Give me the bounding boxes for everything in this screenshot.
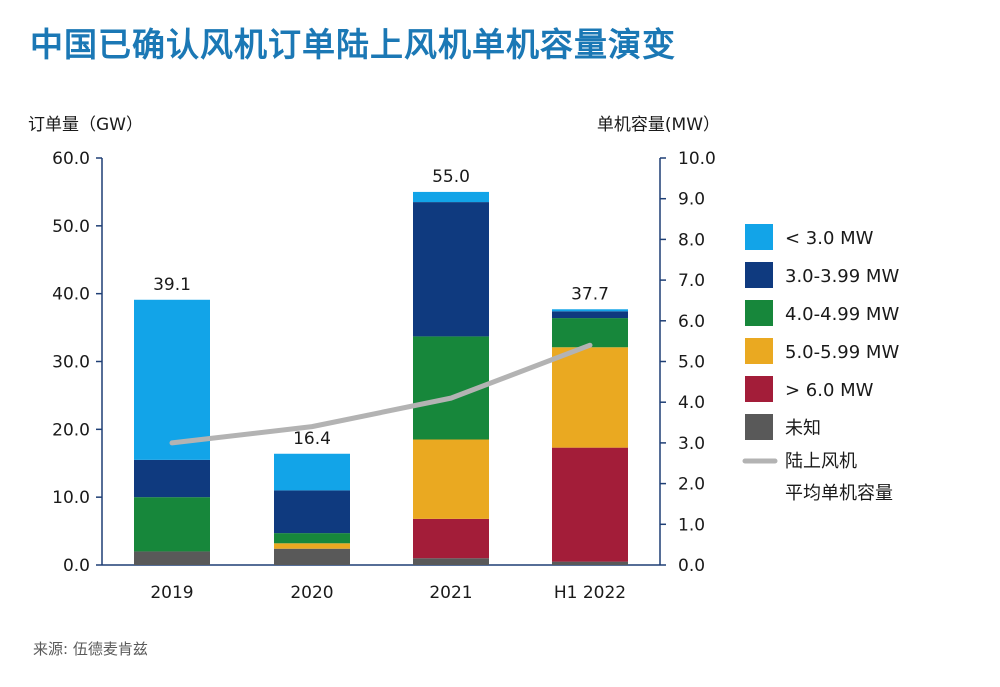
y-tick-label-right: 8.0 — [678, 230, 705, 250]
bar-segment — [274, 543, 350, 549]
axes: 订单量（GW） 单机容量(MW） 0.0 10.0 20.0 30.0 40.0 50.0 60… — [28, 115, 720, 603]
x-tick-label: H1 2022 — [554, 583, 626, 603]
bar-segment — [413, 191, 489, 203]
x-tick-label: 2021 — [429, 583, 472, 603]
legend-swatch — [745, 338, 773, 364]
legend-label: 5.0-5.99 MW — [785, 342, 899, 363]
bar-segment — [413, 439, 489, 519]
bar-total-label: 16.4 — [293, 429, 331, 449]
bar-segment — [134, 551, 210, 565]
data-label-group: 39.1 16.4 55.0 37.7 — [153, 167, 609, 449]
y-tick-label-left: 0.0 — [63, 556, 90, 576]
bar-segment — [274, 533, 350, 544]
y-axis-title-right: 单机容量(MW） — [597, 115, 720, 135]
bar-segment — [552, 561, 628, 565]
bar-segment — [552, 318, 628, 348]
y-tick-label-right: 3.0 — [678, 434, 705, 454]
bar-segment — [274, 490, 350, 534]
y-tick-label-left: 20.0 — [52, 420, 90, 440]
y-tick-label-left: 60.0 — [52, 149, 90, 169]
legend-swatch — [745, 300, 773, 326]
y-tick-label-right: 10.0 — [678, 149, 716, 169]
y-tick-label-left: 10.0 — [52, 488, 90, 508]
y-tick-label-left: 50.0 — [52, 217, 90, 237]
y-tick-label-right: 5.0 — [678, 353, 705, 373]
y-tick-label-left: 30.0 — [52, 353, 90, 373]
bar-total-label: 39.1 — [153, 275, 191, 295]
bar-segment — [413, 518, 489, 559]
avg-capacity-line-group — [169, 342, 593, 446]
x-tick-label: 2019 — [150, 583, 193, 603]
legend-label: 3.0-3.99 MW — [785, 266, 899, 287]
legend-line-label: 陆上风机 — [785, 451, 857, 472]
legend-label: < 3.0 MW — [785, 228, 874, 249]
legend-swatch — [745, 224, 773, 250]
y-tick-label-right: 6.0 — [678, 312, 705, 332]
y-tick-label-right: 9.0 — [678, 190, 705, 210]
legend-label: 未知 — [785, 418, 821, 439]
avg-capacity-line — [169, 342, 593, 446]
legend-line-label: 平均单机容量 — [785, 483, 893, 504]
legend-label: 4.0-4.99 MW — [785, 304, 899, 325]
bar-segment — [274, 548, 350, 565]
x-tick-label: 2020 — [290, 583, 333, 603]
legend: < 3.0 MW 3.0-3.99 MW 4.0-4.99 MW 5.0-5.99 M… — [742, 224, 899, 504]
bar-segment — [134, 459, 210, 498]
y-tick-label-right: 0.0 — [678, 556, 705, 576]
bar-total-label: 37.7 — [571, 284, 609, 304]
bar-segment — [552, 311, 628, 319]
legend-label: > 6.0 MW — [785, 380, 874, 401]
bar-segment — [134, 497, 210, 552]
bar-segment — [134, 299, 210, 460]
source-note: 来源: 伍德麦肯兹 — [33, 640, 148, 658]
bar-segment — [274, 453, 350, 491]
bar-total-label: 55.0 — [432, 167, 470, 187]
legend-swatch — [745, 376, 773, 402]
y-tick-label-right: 7.0 — [678, 271, 705, 291]
y-tick-label-right: 4.0 — [678, 393, 705, 413]
bar-segment — [552, 347, 628, 448]
bar-stack-group — [134, 191, 628, 565]
y-tick-label-left: 40.0 — [52, 285, 90, 305]
bar-segment — [413, 202, 489, 337]
bar-segment — [413, 558, 489, 565]
bar-segment — [552, 309, 628, 312]
legend-swatch — [745, 262, 773, 288]
y-tick-label-right: 2.0 — [678, 475, 705, 495]
chart-title: 中国已确认风机订单陆上风机单机容量演变 — [30, 25, 676, 64]
legend-swatch — [745, 414, 773, 440]
bar-segment — [552, 447, 628, 562]
y-tick-label-right: 1.0 — [678, 515, 705, 535]
y-axis-title-left: 订单量（GW） — [28, 115, 143, 135]
